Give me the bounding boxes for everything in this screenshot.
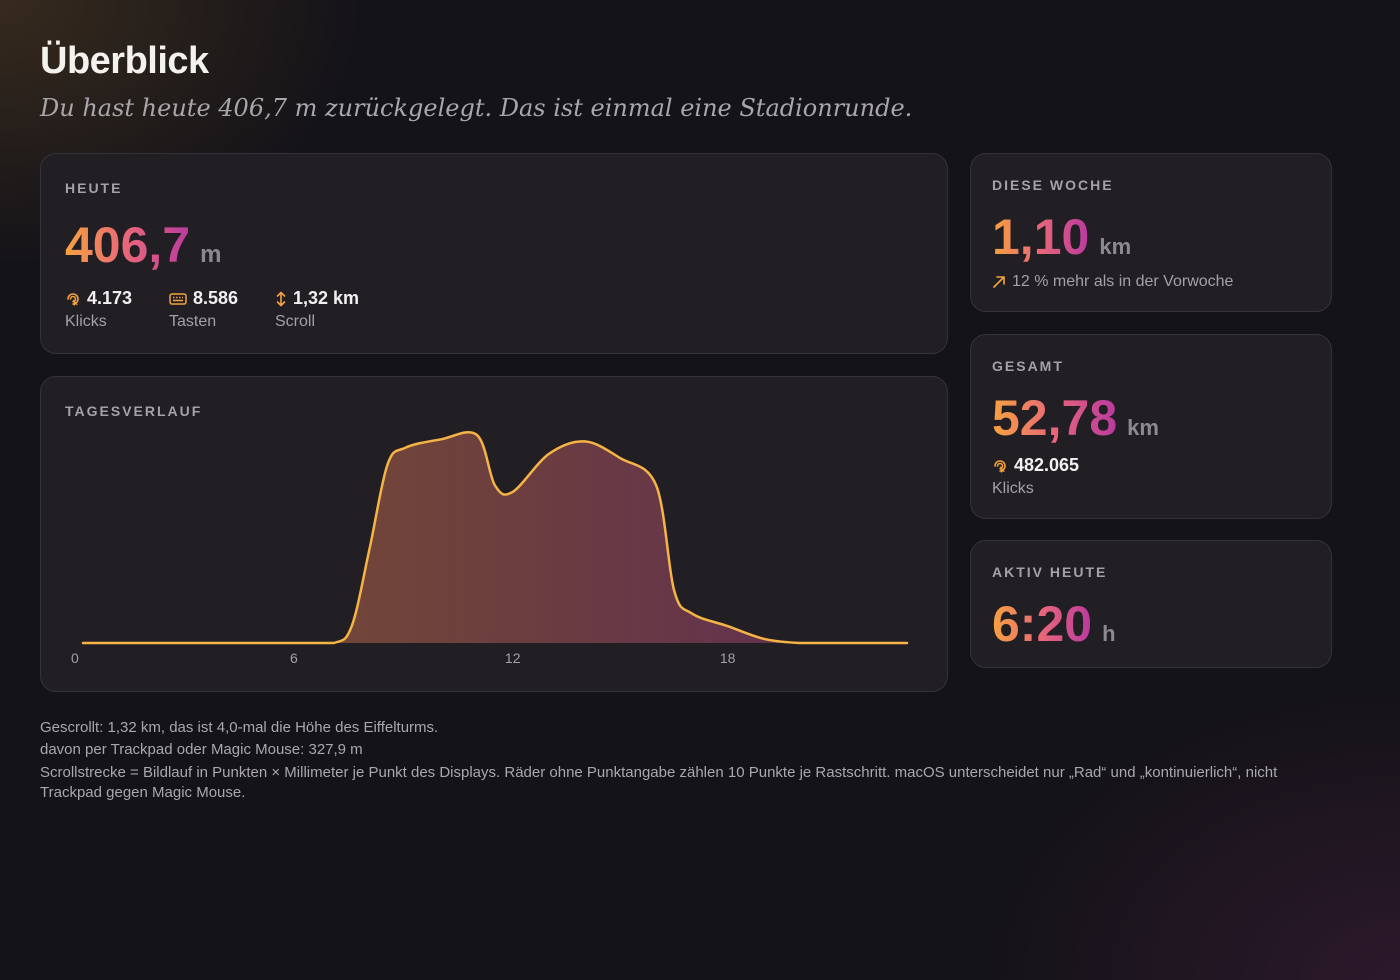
- active-card: AKTIV HEUTE 6:20 h: [970, 540, 1332, 668]
- page-title: Überblick: [40, 40, 209, 82]
- active-label: AKTIV HEUTE: [992, 564, 1108, 580]
- arrow-up-right-icon: [992, 275, 1006, 289]
- timeline-card: TAGESVERLAUF 0 6 12 18: [40, 376, 948, 692]
- x-tick-label: 0: [71, 650, 79, 666]
- stat-clicks-label: Klicks: [65, 313, 107, 330]
- timeline-chart: [81, 430, 909, 645]
- total-unit: km: [1127, 415, 1159, 440]
- x-tick-label: 12: [504, 650, 521, 666]
- total-card: GESAMT 52,78 km 482.065 Klicks: [970, 334, 1332, 519]
- stat-clicks: 4.173 Klicks: [65, 288, 132, 331]
- week-value-row: 1,10 km: [992, 208, 1131, 266]
- today-unit: m: [200, 241, 222, 268]
- stat-scroll-label: Scroll: [275, 313, 316, 330]
- keyboard-icon: [169, 292, 187, 306]
- footer-explanation: Scrollstrecke = Bildlauf in Punkten × Mi…: [40, 764, 1278, 801]
- scroll-arrows-icon: [275, 291, 287, 307]
- total-clicks-label: Klicks: [992, 480, 1034, 497]
- active-value: 6:20: [992, 596, 1093, 652]
- footer-scroll-summary: Gescrollt: 1,32 km, das ist 4,0-mal die …: [40, 719, 439, 736]
- total-clicks: 482.065 Klicks: [992, 455, 1079, 498]
- x-tick-label: 18: [719, 650, 736, 666]
- stat-scroll: 1,32 km Scroll: [275, 288, 359, 331]
- total-value: 52,78: [992, 390, 1118, 446]
- total-value-row: 52,78 km: [992, 389, 1159, 447]
- today-label: HEUTE: [65, 180, 123, 196]
- footer-trackpad: davon per Trackpad oder Magic Mouse: 327…: [40, 741, 363, 758]
- week-unit: km: [1099, 234, 1132, 259]
- week-card: DIESE WOCHE 1,10 km 12 % mehr als in der…: [970, 153, 1332, 312]
- stat-keys-label: Tasten: [169, 313, 217, 330]
- today-card: HEUTE 406,7 m 4.173 Klicks 8.586 Tasten …: [40, 153, 948, 354]
- week-trend: 12 % mehr als in der Vorwoche: [992, 273, 1233, 291]
- active-unit: h: [1102, 621, 1116, 646]
- stat-keys: 8.586 Tasten: [169, 288, 238, 331]
- total-clicks-value: 482.065: [1014, 455, 1080, 475]
- stat-scroll-value: 1,32 km: [293, 288, 360, 308]
- today-value: 406,7: [65, 217, 191, 273]
- stat-clicks-value: 4.173: [87, 288, 133, 308]
- click-icon: [992, 458, 1008, 474]
- active-value-row: 6:20 h: [992, 595, 1116, 653]
- total-label: GESAMT: [992, 358, 1064, 374]
- week-value: 1,10: [992, 209, 1090, 265]
- click-icon: [65, 291, 81, 307]
- timeline-label: TAGESVERLAUF: [65, 403, 203, 419]
- week-trend-text: 12 % mehr als in der Vorwoche: [1012, 273, 1234, 290]
- chart-area: [83, 432, 907, 643]
- chart-line: [81, 430, 909, 645]
- page-subtitle: Du hast heute 406,7 m zurückgelegt. Das …: [40, 94, 913, 122]
- today-value-row: 406,7 m: [65, 216, 221, 274]
- x-tick-label: 6: [289, 650, 298, 666]
- week-label: DIESE WOCHE: [992, 177, 1114, 193]
- stat-keys-value: 8.586: [193, 288, 239, 308]
